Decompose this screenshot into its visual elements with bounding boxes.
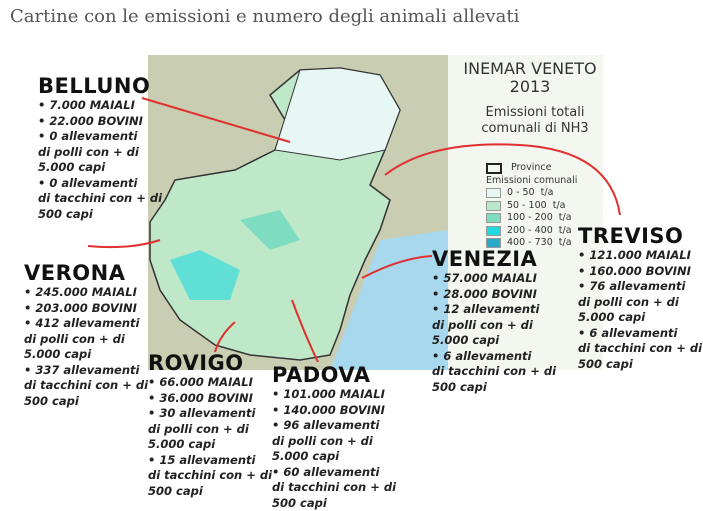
info-treviso: TREVISO • 121.000 MAIALI • 160.000 BOVINI •… xyxy=(578,224,702,372)
province-stat-line: di polli con + di xyxy=(24,331,125,346)
province-stat-line: di polli con + di xyxy=(38,144,139,159)
province-stat-line: di tacchini con + di xyxy=(148,468,273,482)
province-stat-line: • 160.000 BOVINI xyxy=(578,263,691,278)
province-stat-line: di tacchini con + di xyxy=(578,341,703,355)
map-header-year: 2013 xyxy=(509,77,551,96)
province-stat-line: di polli con + di xyxy=(578,294,679,309)
province-stat-line: • 203.000 BOVINI xyxy=(24,300,137,315)
info-belluno: BELLUNO • 7.000 MAIALI • 22.000 BOVINI • 0 … xyxy=(38,74,162,222)
map-header: INEMAR VENETO 2013 xyxy=(455,60,605,96)
legend-swatch xyxy=(486,200,501,211)
province-stat-line: 5.000 capi xyxy=(24,347,92,361)
province-stat-line: • 101.000 MAIALI xyxy=(272,387,385,401)
province-belluno-area xyxy=(274,67,401,161)
province-stat-line: 500 capi xyxy=(24,393,79,408)
info-venezia: VENEZIA • 57.000 MAIALI • 28.000 BOVINI • 1… xyxy=(432,247,556,395)
legend-class-label: 200 - 400 t/a xyxy=(507,224,572,236)
info-padova: PADOVA • 101.000 MAIALI • 140.000 BOVINI • … xyxy=(272,363,396,511)
province-stat-line: di polli con + di xyxy=(272,433,373,448)
province-stat-line: • 6 allevamenti xyxy=(432,348,532,363)
map-subtitle-line1: Emissioni totali xyxy=(485,105,585,120)
province-stat-line: 500 capi xyxy=(38,206,93,221)
legend-background xyxy=(448,55,603,370)
province-stat-line: • 22.000 BOVINI xyxy=(38,113,143,128)
legend-swatch xyxy=(486,188,501,199)
map-subtitle: Emissioni totali comunali di NH3 xyxy=(470,105,600,137)
province-stat-line: • 140.000 BOVINI xyxy=(272,402,385,417)
province-stat-line: • 57.000 MAIALI xyxy=(432,271,537,285)
province-stat-line: • 6 allevamenti xyxy=(578,325,678,340)
province-stat-line: 5.000 capi xyxy=(578,310,646,324)
legend-class: 50 - 100 t/a xyxy=(486,200,577,213)
legend-class: 200 - 400 t/a xyxy=(486,225,577,238)
province-stat-line: 5.000 capi xyxy=(38,160,106,174)
province-stat-line: • 7.000 MAIALI xyxy=(38,98,135,112)
province-stat-line: • 337 allevamenti xyxy=(24,362,140,377)
legend-province: Province xyxy=(486,162,577,175)
province-stat-line: • 28.000 BOVINI xyxy=(432,286,537,301)
province-stat-line: • 76 allevamenti xyxy=(578,279,686,293)
province-stat-line: • 96 allevamenti xyxy=(272,418,380,432)
province-stat-line: • 0 allevamenti xyxy=(38,129,138,143)
province-stat-line: 500 capi xyxy=(272,495,327,510)
province-stat-line: • 66.000 MAIALI xyxy=(148,375,253,389)
map-header-line1: INEMAR VENETO xyxy=(463,59,597,78)
high-emission-area xyxy=(170,250,240,300)
legend-swatch xyxy=(486,238,501,249)
province-stat-line: • 412 allevamenti xyxy=(24,316,140,330)
province-stat-line: 5.000 capi xyxy=(432,333,500,347)
sea xyxy=(330,230,448,370)
province-name: VENEZIA xyxy=(432,247,538,271)
province-stat-line: di tacchini con + di xyxy=(272,480,397,494)
leader-lines xyxy=(87,97,621,363)
legend-class: 0 - 50 t/a xyxy=(486,187,577,200)
province-stat-line: 5.000 capi xyxy=(148,437,216,451)
legend-class: 400 - 730 t/a xyxy=(486,237,577,250)
info-rovigo: ROVIGO • 66.000 MAIALI • 36.000 BOVINI • 30… xyxy=(148,351,272,499)
map-legend: Province Emissioni comunali 0 - 50 t/a 50… xyxy=(486,162,577,250)
province-stat-line: • 60 allevamenti xyxy=(272,464,380,479)
legend-class-label: 100 - 200 t/a xyxy=(507,212,572,223)
province-stat-line: • 36.000 BOVINI xyxy=(148,390,253,405)
province-stat-line: 500 capi xyxy=(148,483,203,498)
legend-swatch xyxy=(486,213,501,224)
province-stat-line: 500 capi xyxy=(432,379,487,394)
legend-province-label: Province xyxy=(511,162,552,173)
province-stat-line: • 121.000 MAIALI xyxy=(578,248,691,262)
province-stat-line: di tacchini con + di xyxy=(38,191,163,205)
province-stat-line: di tacchini con + di xyxy=(432,364,557,378)
legend-swatch xyxy=(486,225,501,236)
province-stat-line: • 30 allevamenti xyxy=(148,406,256,420)
mid-emission-area xyxy=(240,210,300,250)
province-stat-line: • 245.000 MAIALI xyxy=(24,285,137,299)
province-swatch xyxy=(486,162,502,174)
province-name: ROVIGO xyxy=(148,351,244,375)
page-title: Cartine con le emissioni e numero degli … xyxy=(10,6,520,27)
map-subtitle-line2: comunali di NH3 xyxy=(481,121,589,136)
legend-class-label: 400 - 730 t/a xyxy=(507,237,572,248)
info-verona: VERONA • 245.000 MAIALI • 203.000 BOVINI • … xyxy=(24,261,148,409)
legend-class-label: 50 - 100 t/a xyxy=(507,199,566,211)
province-stat-line: • 15 allevamenti xyxy=(148,452,256,467)
province-stat-line: di polli con + di xyxy=(432,317,533,332)
province-name: TREVISO xyxy=(578,224,684,248)
province-name: VERONA xyxy=(24,261,126,285)
province-stat-line: di tacchini con + di xyxy=(24,378,149,392)
province-stat-line: • 12 allevamenti xyxy=(432,302,540,316)
province-stat-line: 500 capi xyxy=(578,356,633,371)
province-name: BELLUNO xyxy=(38,74,151,98)
province-stat-line: di polli con + di xyxy=(148,421,249,436)
legend-class-label: 0 - 50 t/a xyxy=(507,187,554,198)
province-stat-line: • 0 allevamenti xyxy=(38,175,138,190)
province-stat-line: 5.000 capi xyxy=(272,449,340,463)
legend-heading: Emissioni comunali xyxy=(486,174,578,186)
province-name: PADOVA xyxy=(272,363,371,387)
legend-class: 100 - 200 t/a xyxy=(486,212,577,225)
